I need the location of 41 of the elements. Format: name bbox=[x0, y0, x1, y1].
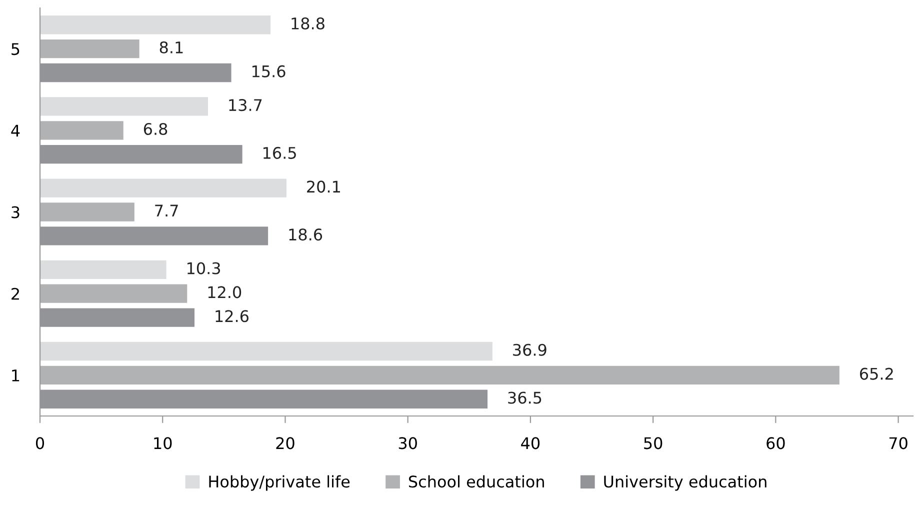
bar bbox=[40, 342, 492, 361]
text: 36.9 bbox=[513, 344, 546, 356]
x-tick-label: 20 bbox=[276, 437, 294, 450]
text: 18.8 bbox=[292, 17, 324, 30]
text: 16.5 bbox=[264, 146, 296, 159]
legend-label: University education bbox=[604, 475, 766, 491]
y-tick-label: 2 bbox=[12, 288, 19, 300]
x-tick-label: 50 bbox=[644, 437, 662, 450]
text: 7.7 bbox=[155, 204, 178, 216]
bar bbox=[40, 284, 188, 303]
text: 6.8 bbox=[144, 122, 168, 136]
text: 10.3 bbox=[187, 262, 220, 274]
text: 13.7 bbox=[229, 99, 262, 112]
text: 18.6 bbox=[289, 228, 322, 241]
bar bbox=[40, 260, 166, 279]
bar bbox=[40, 366, 840, 385]
legend-label: Hobby/private life bbox=[209, 475, 350, 491]
bar bbox=[40, 202, 134, 222]
y-tick-label: 5 bbox=[12, 43, 20, 56]
y-tick-label: 4 bbox=[11, 124, 20, 136]
bar bbox=[40, 97, 208, 116]
y-tick-label: 1 bbox=[12, 370, 20, 382]
text: 12.6 bbox=[216, 310, 248, 322]
y-tick-label: 3 bbox=[12, 206, 20, 218]
text: 65.2 bbox=[860, 368, 893, 380]
x-tick-label: 60 bbox=[766, 437, 785, 450]
bar bbox=[40, 16, 271, 34]
legend-label: School education bbox=[408, 475, 544, 488]
x-tick-label: 30 bbox=[398, 437, 417, 450]
text: 15.6 bbox=[252, 65, 286, 78]
text: 12.0 bbox=[208, 286, 242, 298]
bar bbox=[40, 178, 286, 198]
text: 36.5 bbox=[508, 392, 542, 404]
text: 8.1 bbox=[160, 41, 183, 54]
x-tick-label: 40 bbox=[521, 437, 540, 450]
text: 20.1 bbox=[307, 180, 340, 193]
bar bbox=[40, 39, 140, 58]
bar bbox=[40, 121, 124, 140]
x-tick-label: 10 bbox=[154, 437, 172, 450]
x-tick-label: 0 bbox=[36, 437, 44, 450]
x-tick-label: 70 bbox=[889, 437, 908, 450]
